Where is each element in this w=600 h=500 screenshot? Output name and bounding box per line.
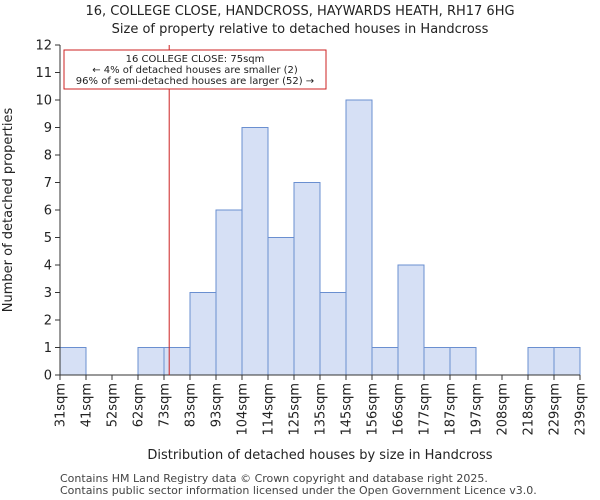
x-tick-label: 239sqm (574, 383, 589, 436)
y-tick-label: 2 (44, 314, 52, 329)
bar-83sqm (189, 292, 217, 376)
x-tick-label: 229sqm (548, 383, 563, 436)
bars-group (59, 99, 581, 376)
x-tick-label: 197sqm (470, 383, 485, 436)
bar-62sqm (137, 347, 165, 376)
bar-229sqm (553, 347, 581, 376)
x-tick-label: 62sqm (132, 383, 147, 427)
y-tick-label: 5 (44, 231, 52, 246)
bar-166sqm (397, 264, 425, 376)
y-tick-label: 1 (44, 341, 52, 356)
footer-line-2: Contains public sector information licen… (60, 484, 537, 497)
x-ticks-group: 31sqm 41sqm 52sqm 62sqm 73sqm 83sqm 93sqm 104sq… (54, 375, 589, 436)
x-tick-label: 177sqm (418, 383, 433, 436)
y-axis-label: Number of detached properties (1, 108, 16, 313)
x-tick-label: 73sqm (158, 383, 173, 427)
x-tick-label: 83sqm (184, 383, 199, 427)
bar-104sqm (241, 127, 269, 376)
bar-93sqm (215, 209, 243, 376)
annotation-line-1: 16 COLLEGE CLOSE: 75sqm (126, 54, 265, 65)
bar-156sqm (371, 347, 399, 376)
x-tick-label: 41sqm (80, 383, 95, 427)
bar-177sqm (423, 347, 451, 376)
bar-125sqm (293, 182, 321, 376)
annotation-box: 16 COLLEGE CLOSE: 75sqm ← 4% of detached… (63, 49, 327, 90)
y-tick-label: 9 (44, 121, 52, 136)
y-tick-label: 4 (44, 259, 52, 274)
x-tick-label: 208sqm (496, 383, 511, 436)
x-tick-label: 145sqm (340, 383, 355, 436)
x-tick-label: 104sqm (236, 383, 251, 436)
footer-line-1: Contains HM Land Registry data © Crown c… (60, 472, 488, 485)
y-tick-label: 0 (44, 369, 52, 384)
y-tick-label: 7 (44, 176, 52, 191)
y-tick-label: 8 (44, 149, 52, 164)
x-tick-label: 166sqm (392, 383, 407, 436)
x-tick-label: 218sqm (522, 383, 537, 436)
y-tick-label: 6 (44, 204, 52, 219)
bar-218sqm (527, 347, 555, 376)
annotation-line-3: 96% of semi-detached houses are larger (… (76, 76, 314, 87)
y-tick-label: 3 (44, 286, 52, 301)
bar-73sqm (163, 347, 191, 376)
x-tick-label: 31sqm (54, 383, 69, 427)
chart-subtitle: Size of property relative to detached ho… (112, 22, 489, 37)
bar-135sqm (319, 292, 347, 376)
x-tick-label: 93sqm (210, 383, 225, 427)
x-axis-label: Distribution of detached houses by size … (147, 448, 492, 463)
y-tick-label: 10 (35, 94, 52, 109)
bar-187sqm (449, 347, 477, 376)
x-tick-label: 125sqm (288, 383, 303, 436)
x-tick-label: 114sqm (262, 383, 277, 436)
chart-title: 16, COLLEGE CLOSE, HANDCROSS, HAYWARDS H… (85, 4, 514, 19)
bar-145sqm (345, 99, 373, 376)
bar-114sqm (267, 237, 295, 376)
x-tick-label: 135sqm (314, 383, 329, 436)
annotation-line-2: ← 4% of detached houses are smaller (2) (92, 65, 298, 76)
y-tick-label: 11 (35, 66, 52, 81)
x-tick-label: 187sqm (444, 383, 459, 436)
bar-31sqm (59, 347, 87, 376)
x-tick-label: 52sqm (106, 383, 121, 427)
y-tick-label: 12 (35, 39, 52, 54)
x-tick-label: 156sqm (366, 383, 381, 436)
